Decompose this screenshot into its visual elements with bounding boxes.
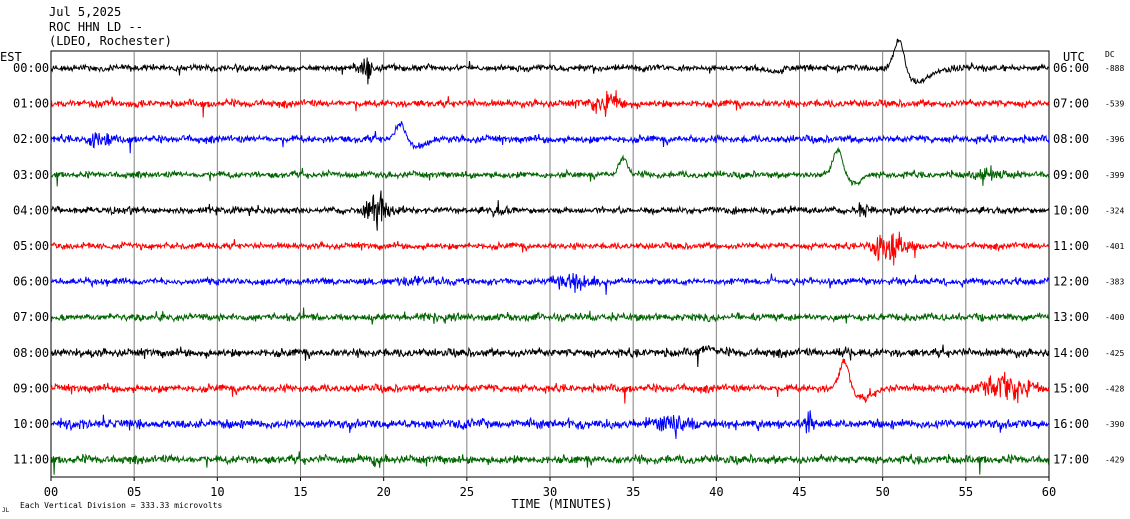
x-tick-label-05: 05 — [127, 485, 141, 499]
trace-row-0900 — [50, 358, 1050, 404]
header-date: Jul 5,2025 — [49, 5, 121, 19]
row-dc-value: -401 — [1105, 242, 1124, 251]
row-label-est: 06:00 — [13, 275, 49, 289]
row-label-utc: 15:00 — [1053, 381, 1089, 395]
x-axis-label: TIME (MINUTES) — [511, 497, 612, 511]
trace-row-0800 — [50, 344, 1050, 368]
x-tick-label-45: 45 — [792, 485, 806, 499]
x-tick-label-50: 50 — [875, 485, 889, 499]
trace-row-0600 — [50, 272, 1050, 295]
x-tick-label-35: 35 — [626, 485, 640, 499]
row-label-utc: 11:00 — [1053, 239, 1089, 253]
trace-row-1100 — [50, 451, 1050, 475]
right-zone-label: UTC — [1063, 50, 1085, 64]
footer-mark: JL — [2, 507, 10, 514]
row-dc-value: -396 — [1105, 135, 1124, 144]
row-label-est: 07:00 — [13, 310, 49, 324]
trace-row-0400 — [50, 190, 1050, 231]
row-label-est: 01:00 — [13, 97, 49, 111]
row-label-utc: 10:00 — [1053, 203, 1089, 217]
row-dc-value: -399 — [1105, 171, 1124, 180]
row-label-est: 04:00 — [13, 203, 49, 217]
x-tick-label-60: 60 — [1042, 485, 1056, 499]
trace-group — [50, 38, 1050, 475]
trace-row-0200 — [50, 121, 1050, 154]
row-label-utc: 17:00 — [1053, 453, 1089, 467]
row-dc-value: -888 — [1105, 64, 1124, 73]
row-label-est: 08:00 — [13, 346, 49, 360]
x-tick-label-20: 20 — [376, 485, 390, 499]
row-dc-value: -400 — [1105, 313, 1124, 322]
scale-footer: Each Vertical Division = 333.33 microvol… — [20, 501, 222, 510]
row-dc-value: -429 — [1105, 456, 1124, 465]
x-tick-label-00: 00 — [44, 485, 58, 499]
x-tick-label-25: 25 — [460, 485, 474, 499]
row-dc-value: -425 — [1105, 349, 1124, 358]
trace-row-0100 — [50, 90, 1050, 118]
x-tick-group: 00 05 10 15 20 25 30 35 40 45 50 55 60 — [44, 477, 1056, 499]
left-zone-label: EST — [0, 50, 22, 64]
row-label-est: 05:00 — [13, 239, 49, 253]
grid-lines — [50, 50, 1050, 478]
row-dc-value: -539 — [1105, 100, 1124, 109]
row-label-utc: 14:00 — [1053, 346, 1089, 360]
header-station: ROC HHN LD -- — [49, 20, 143, 34]
row-label-group: 00:00 06:00 -888 01:00 07:00 -539 02:00 08:00 -3… — [13, 61, 1124, 467]
row-label-utc: 12:00 — [1053, 275, 1089, 289]
trace-row-0300 — [50, 146, 1050, 187]
row-label-utc: 07:00 — [1053, 97, 1089, 111]
header-network: (LDEO, Rochester) — [49, 34, 172, 48]
dc-label: DC — [1105, 50, 1115, 59]
row-dc-value: -324 — [1105, 206, 1124, 215]
row-dc-value: -383 — [1105, 278, 1124, 287]
row-label-est: 00:00 — [13, 61, 49, 75]
x-tick-label-30: 30 — [543, 485, 557, 499]
row-label-utc: 09:00 — [1053, 168, 1089, 182]
row-label-est: 10:00 — [13, 417, 49, 431]
row-label-utc: 16:00 — [1053, 417, 1089, 431]
row-label-est: 11:00 — [13, 453, 49, 467]
row-label-utc: 08:00 — [1053, 132, 1089, 146]
trace-row-0700 — [50, 307, 1050, 325]
x-tick-label-10: 10 — [210, 485, 224, 499]
row-label-est: 09:00 — [13, 381, 49, 395]
trace-row-0000 — [50, 38, 1050, 85]
row-label-est: 03:00 — [13, 168, 49, 182]
row-dc-value: -428 — [1105, 384, 1124, 393]
row-label-utc: 06:00 — [1053, 61, 1089, 75]
row-dc-value: -390 — [1105, 420, 1124, 429]
x-tick-label-15: 15 — [293, 485, 307, 499]
trace-row-0500 — [50, 231, 1050, 266]
row-label-utc: 13:00 — [1053, 310, 1089, 324]
trace-row-1000 — [50, 410, 1050, 439]
x-tick-label-40: 40 — [709, 485, 723, 499]
row-label-est: 02:00 — [13, 132, 49, 146]
x-tick-label-55: 55 — [959, 485, 973, 499]
